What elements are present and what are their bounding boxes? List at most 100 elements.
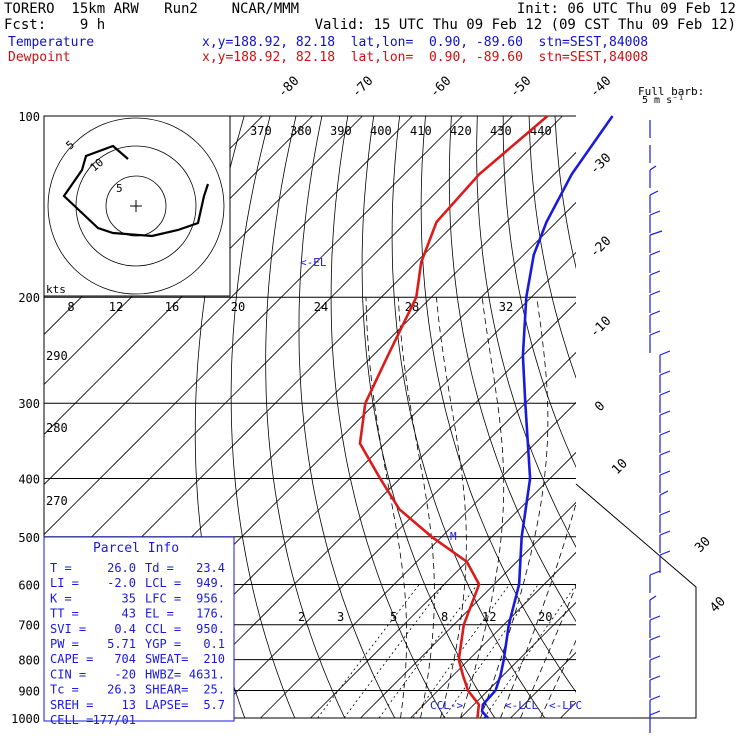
parcel-row-value: 0.4 (114, 622, 136, 636)
isotherm-line (611, 116, 740, 718)
parcel-row-value: 950. (196, 622, 225, 636)
wind-barb-flag (659, 450, 671, 456)
dry-adiabat-line (298, 116, 396, 718)
wind-barb-flag (659, 470, 671, 476)
parcel-row-value: 4631. (189, 667, 225, 681)
pressure-tick-label: 500 (18, 531, 40, 545)
isotherm-label: -60 (427, 74, 454, 101)
dry-adiabat-line (685, 116, 740, 718)
dry-adiabat-line (265, 116, 346, 718)
dry-adiabat-line (330, 116, 446, 718)
dry-adiabat-line (230, 116, 296, 718)
header-line1-right: Init: 06 UTC Thu 09 Feb 12 (516, 1, 736, 17)
moist-adiabat-line (397, 297, 435, 718)
dry-adiabat-line (710, 116, 740, 718)
isotherm-line (44, 116, 363, 436)
parcel-row-label: T = (50, 561, 72, 575)
pressure-tick-label: 200 (18, 291, 40, 305)
dry-adiabat-line (736, 116, 740, 718)
dry-adiabat-line (528, 116, 576, 379)
dry-adiabat-line (607, 116, 740, 718)
parcel-row-value: 23.4 (196, 561, 225, 575)
dry-adiabat-line (420, 116, 576, 693)
mixing-ratio-label: 20 (538, 610, 552, 624)
parcel-row-value: 25. (203, 683, 225, 697)
theta-label: 390 (330, 124, 352, 138)
wind-barb-flag (649, 230, 663, 236)
isotherm-line (260, 401, 576, 718)
pressure-tick-label: 1000 (11, 712, 40, 726)
dry-adiabat-line (554, 116, 576, 270)
wind-barb-flag (649, 290, 661, 296)
parcel-row-value: 704 (114, 652, 136, 666)
wind-barb-flag (659, 370, 671, 376)
theta-side-label: 290 (46, 349, 68, 363)
isotherm-label: -20 (587, 234, 614, 261)
pressure-tick-label: 100 (18, 110, 40, 124)
mixing-ratio-label: 2 (298, 610, 305, 624)
theta-label: 440 (530, 124, 552, 138)
wind-barb-flag (659, 550, 671, 556)
parcel-row-value: 26.0 (107, 561, 136, 575)
wind-barb-flag (649, 695, 661, 701)
isotherm-label: 30 (692, 534, 714, 556)
isotherm-line (160, 301, 576, 718)
parcel-info-box (43, 536, 235, 722)
hodograph-ring-label: 5 (116, 182, 123, 195)
wind-barb-flag (659, 410, 671, 416)
speed-scale-label: 20 (231, 300, 245, 314)
theta-label: 400 (370, 124, 392, 138)
parcel-row-label: SWEAT= (145, 652, 188, 666)
speed-scale-label: 24 (314, 300, 328, 314)
parcel-row-label: CAPE = (50, 652, 93, 666)
mixing-ratio-line (317, 584, 420, 718)
parcel-row-label: Tc = (50, 683, 79, 697)
isotherm-line (661, 116, 740, 718)
dry-adiabat-line (448, 116, 576, 623)
pressure-tick-label: 400 (18, 472, 40, 486)
moist-adiabat-line (520, 585, 576, 718)
pressure-tick-label: 600 (18, 578, 40, 592)
parcel-row-label: K = (50, 591, 72, 605)
pressure-tick-label: 900 (18, 684, 40, 698)
parcel-row-label: LI = (50, 576, 79, 590)
parcel-row-label: CCL = (145, 622, 181, 636)
speed-scale-label: 8 (67, 300, 74, 314)
parcel-row-label: SREH = (50, 698, 93, 712)
parcel-row-value: 210 (203, 652, 225, 666)
wind-barb-flag (649, 330, 661, 336)
parcel-row-label: CELL = (50, 713, 93, 727)
isotherm-line (44, 116, 413, 486)
skew-boundary (575, 483, 697, 719)
isotherm-label: -80 (275, 74, 302, 101)
wind-barb-flag (649, 635, 661, 641)
m-label: M (450, 530, 457, 543)
parcel-row-label: LCL = (145, 576, 181, 590)
theta-label: 410 (410, 124, 432, 138)
wind-barb-flag (659, 530, 671, 536)
isotherm-label: 10 (609, 456, 631, 478)
theta-label: 420 (450, 124, 472, 138)
parcel-row-label: SVI = (50, 622, 86, 636)
speed-scale-label: 16 (165, 300, 179, 314)
theta-side-label: 280 (46, 421, 68, 435)
theta-label: 370 (250, 124, 272, 138)
barb-key-title: Full barb: (638, 85, 704, 98)
parcel-row-label: Td = (145, 561, 174, 575)
temperature-curve (480, 115, 614, 719)
isotherm-label: -10 (587, 314, 614, 341)
isotherm-label: -50 (507, 74, 534, 101)
lcl-label: <-LCL (505, 699, 538, 712)
ccl-label: CCL-> (430, 699, 463, 712)
mixing-ratio-label: 8 (441, 610, 448, 624)
hodograph-ring (47, 117, 225, 295)
parcel-row-value: 177/01 (93, 713, 136, 727)
parcel-row-label: PW = (50, 637, 79, 651)
pressure-tick-label: 300 (18, 397, 40, 411)
dry-adiabat-line (659, 116, 740, 718)
dewpoint-station-info: x,y=188.92, 82.18 lat,lon= 0.90, -89.60 … (202, 50, 649, 65)
isotherm-label: -30 (587, 151, 614, 178)
speed-scale-label: 32 (499, 300, 513, 314)
parcel-row-label: LFC = (145, 591, 181, 605)
